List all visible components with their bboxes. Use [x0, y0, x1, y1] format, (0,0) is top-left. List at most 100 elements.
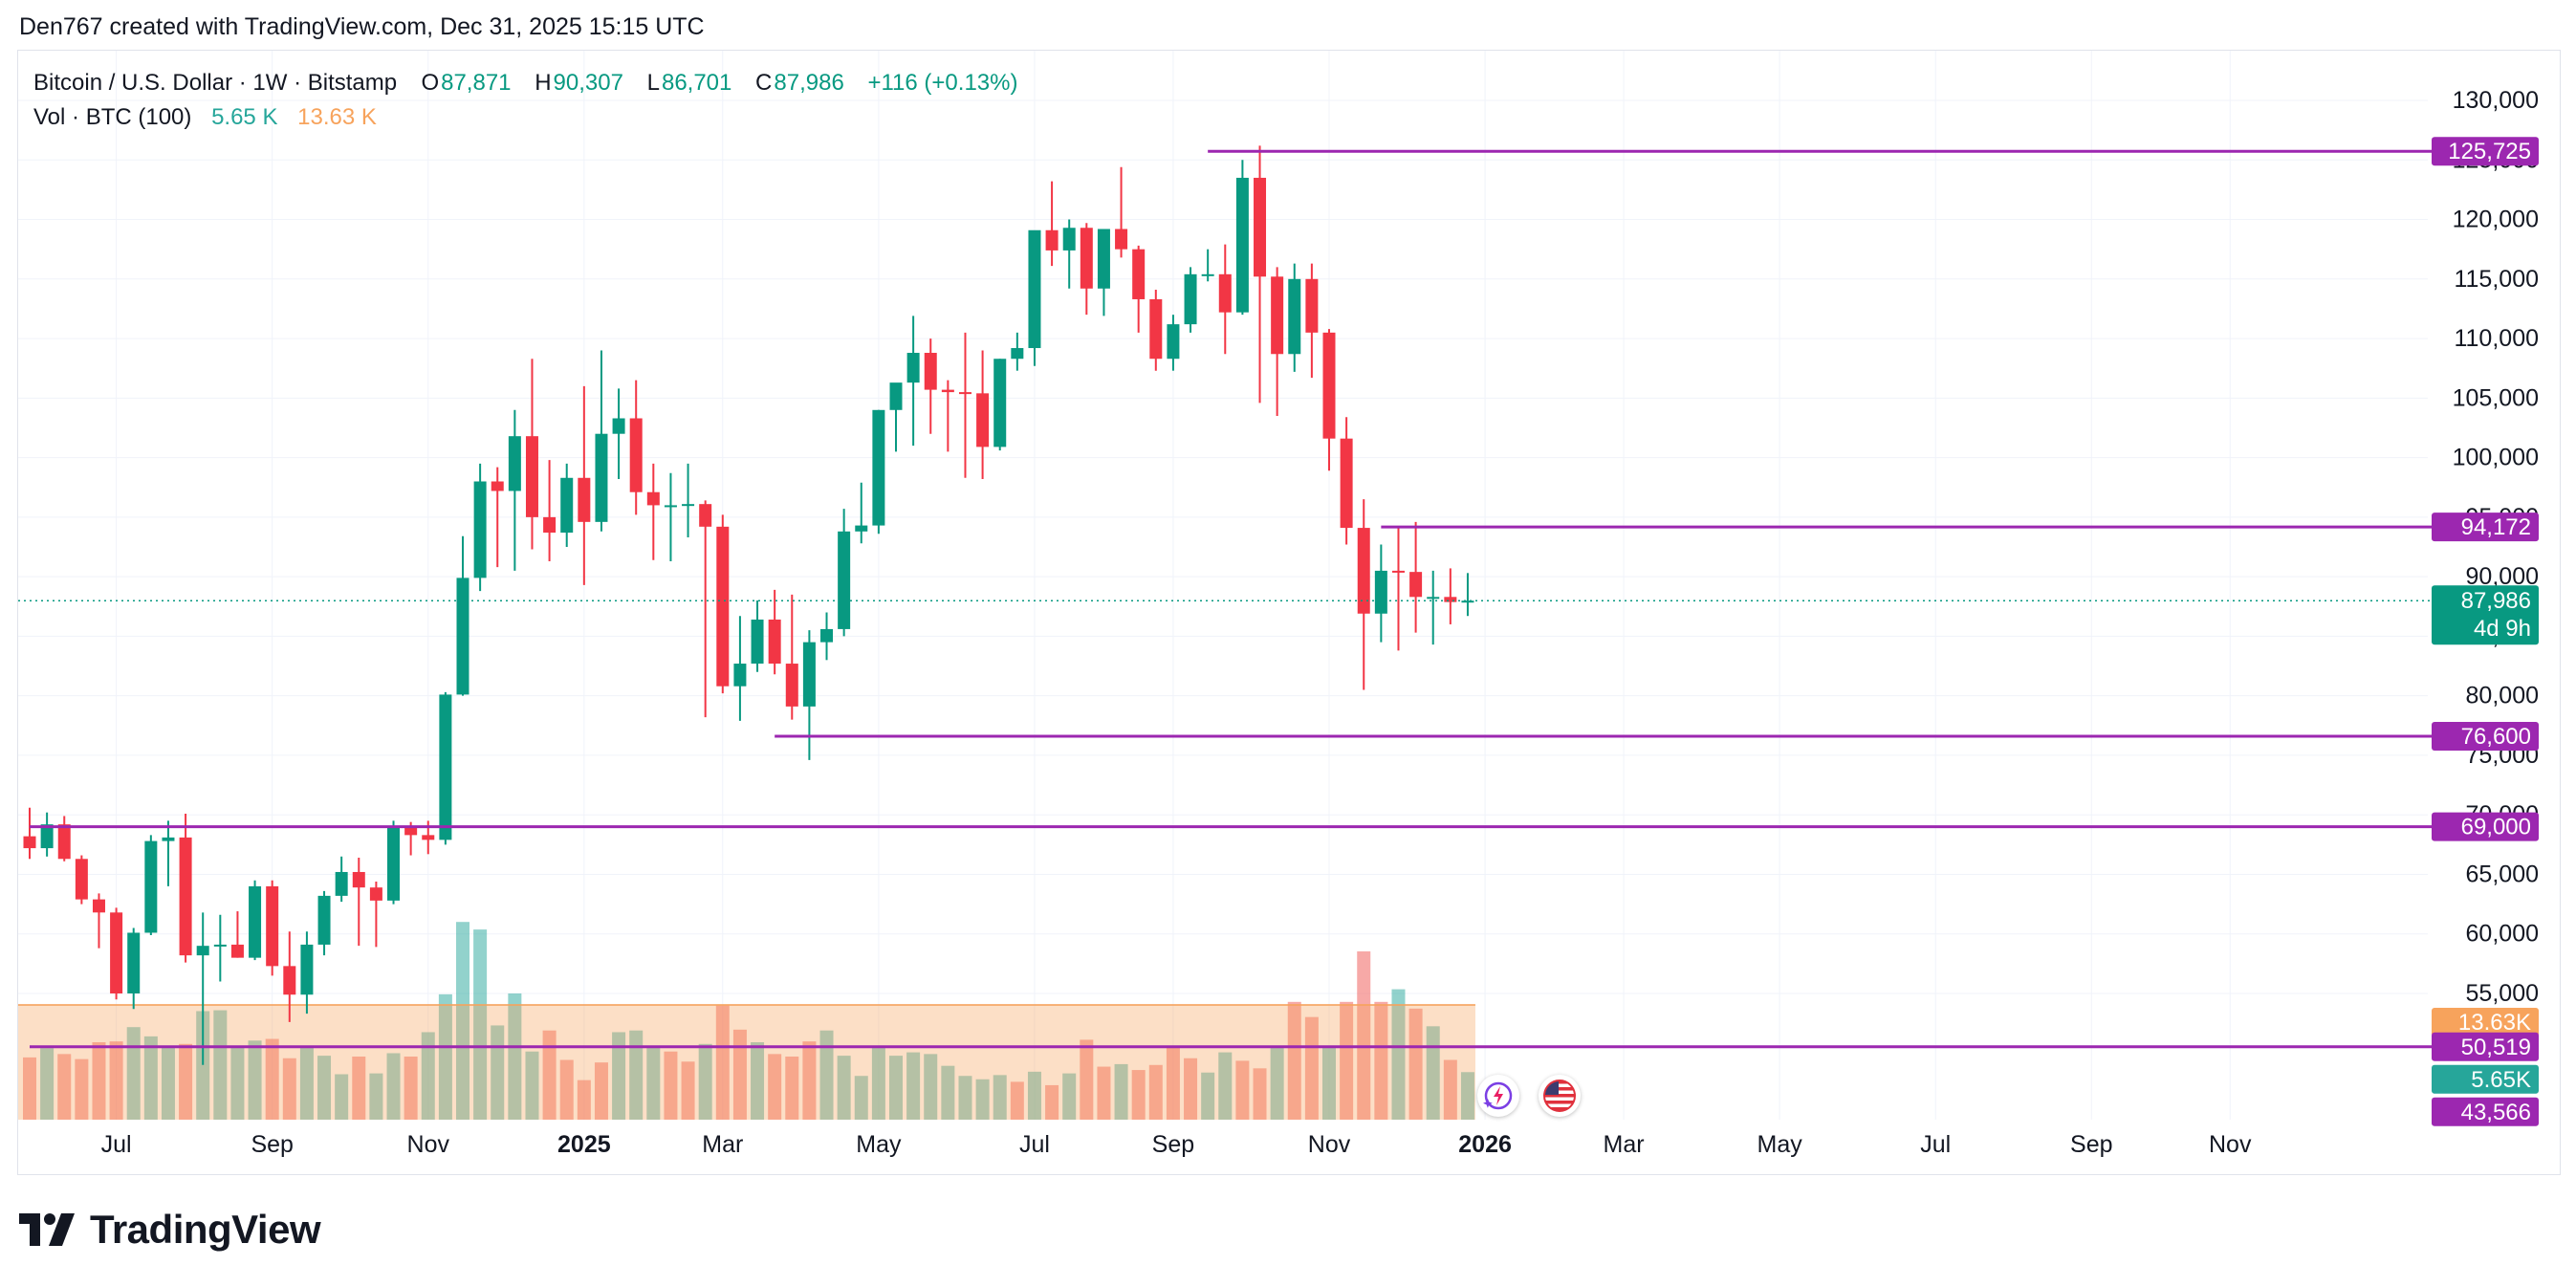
legend-high-label: H	[535, 70, 552, 96]
candle-body	[300, 944, 314, 995]
volume-bar	[317, 1056, 332, 1120]
legend-volume-ma: 13.63 K	[297, 104, 377, 130]
volume-bar	[1045, 1084, 1059, 1120]
candle-body	[283, 966, 296, 995]
volume-bar	[1391, 989, 1406, 1120]
badge-s3: 50,519	[2461, 1035, 2531, 1060]
legend-volume-label[interactable]: Vol · BTC (100)	[33, 104, 192, 130]
price-tick-label: 130,000	[2453, 87, 2539, 114]
candle-body	[578, 477, 591, 522]
volume-bar	[456, 922, 469, 1120]
candle-body	[456, 578, 469, 695]
volume-bar	[715, 1005, 730, 1120]
volume-bar	[109, 1041, 123, 1120]
volume-bar	[1408, 1008, 1423, 1120]
candle-body	[595, 433, 608, 522]
candle-body	[1271, 276, 1284, 355]
candle-body	[716, 526, 730, 687]
volume-bar	[1235, 1060, 1250, 1120]
volume-bar	[404, 1057, 418, 1120]
legend-volume-row: Vol · BTC (100) 5.65 K 13.63 K	[33, 100, 1035, 135]
badge-low-bg	[2432, 1097, 2539, 1126]
volume-bar	[23, 1057, 36, 1120]
lightning-icon[interactable]	[1477, 1075, 1519, 1117]
candle-body	[924, 353, 937, 390]
chart-legend: Bitcoin / U.S. Dollar · 1W · Bitstamp O8…	[33, 66, 1035, 135]
volume-bar	[282, 1058, 296, 1120]
candle-body	[993, 359, 1007, 447]
volume-bar	[1460, 1072, 1474, 1120]
volume-bar	[837, 1056, 851, 1120]
price-chart[interactable]: 55,00060,00065,00070,00075,00080,00085,0…	[18, 51, 2560, 1174]
candle-body	[612, 418, 625, 434]
time-axis: Jul Sep Nov 2025 Mar May Jul Sep Nov 2026 Mar May Ju…	[101, 1131, 2252, 1158]
price-axis: 55,00060,00065,00070,00075,00080,00085,0…	[2453, 87, 2539, 1007]
price-tick-label: 65,000	[2466, 861, 2539, 887]
volume-bar	[421, 1032, 435, 1120]
badge-s2-bg	[2432, 812, 2539, 841]
candle-body	[1288, 278, 1301, 355]
volume-bar	[265, 1038, 279, 1120]
candle-body	[785, 664, 798, 707]
candle-body	[335, 871, 348, 896]
candle-body	[352, 871, 365, 888]
volume-bar	[230, 1047, 245, 1120]
candle-body	[110, 912, 123, 993]
candle-body	[1305, 278, 1319, 333]
volume-bar	[1184, 1058, 1198, 1120]
candle-body	[266, 885, 279, 967]
candle-body	[404, 827, 418, 836]
candle-body	[646, 491, 660, 506]
candle-body	[127, 932, 141, 993]
candle-body	[230, 944, 244, 958]
chart-area[interactable]: 55,00060,00065,00070,00075,00080,00085,0…	[17, 50, 2561, 1175]
volume-bar	[1166, 1046, 1180, 1120]
time-tick-label: Jul	[1019, 1131, 1050, 1158]
candle-body	[162, 837, 175, 841]
badge-r1-bg	[2432, 513, 2539, 542]
candle-body	[1235, 177, 1249, 313]
volume-bar	[179, 1043, 193, 1120]
time-tick-label: Sep	[1152, 1131, 1194, 1158]
volume-bar	[612, 1032, 626, 1120]
candle-body	[1167, 324, 1180, 360]
badge-s3-bg	[2432, 1032, 2539, 1061]
volume-bar	[1097, 1066, 1111, 1120]
volume-bar	[161, 1045, 175, 1120]
candle-body	[1357, 528, 1370, 614]
legend-symbol[interactable]: Bitcoin / U.S. Dollar · 1W · Bitstamp	[33, 70, 398, 96]
time-tick-label: Sep	[2070, 1131, 2112, 1158]
candle-body	[75, 859, 88, 900]
time-tick-label: Mar	[1604, 1131, 1645, 1158]
volume-bar	[1218, 1052, 1233, 1120]
candle-body	[1218, 273, 1232, 313]
tradingview-logo[interactable]: TradingView	[19, 1207, 321, 1253]
volume-bar	[248, 1040, 262, 1120]
candle-body	[1444, 597, 1457, 602]
candle-body	[57, 824, 71, 860]
brand-name: TradingView	[90, 1207, 321, 1252]
candle-body	[387, 827, 401, 901]
volume-bar	[785, 1057, 799, 1120]
legend-volume-value: 5.65 K	[211, 104, 278, 130]
volume-bar	[75, 1058, 89, 1120]
volume-bar	[768, 1054, 782, 1120]
volume-bar	[299, 1045, 314, 1120]
time-tick-label: Nov	[407, 1131, 450, 1158]
legend-ohlc-row: Bitcoin / U.S. Dollar · 1W · Bitstamp O8…	[33, 66, 1035, 100]
badge-volume-bg	[2432, 1064, 2539, 1094]
candle-body	[1097, 229, 1110, 289]
badge-r1: 94,172	[2461, 514, 2531, 540]
candle-body	[699, 504, 712, 527]
us-flag-icon[interactable]	[1539, 1075, 1581, 1117]
legend-open-label: O	[421, 70, 440, 96]
candle-body	[976, 393, 990, 447]
volume-bar	[491, 1025, 505, 1120]
badge-countdown: 4d 9h	[2474, 616, 2531, 642]
time-tick-label: 2026	[1458, 1131, 1512, 1158]
candle-body	[23, 836, 36, 849]
volume-bar	[1287, 1001, 1301, 1120]
price-tick-label: 120,000	[2453, 207, 2539, 233]
candle-body	[369, 887, 382, 901]
badge-volume: 5.65K	[2471, 1067, 2531, 1093]
